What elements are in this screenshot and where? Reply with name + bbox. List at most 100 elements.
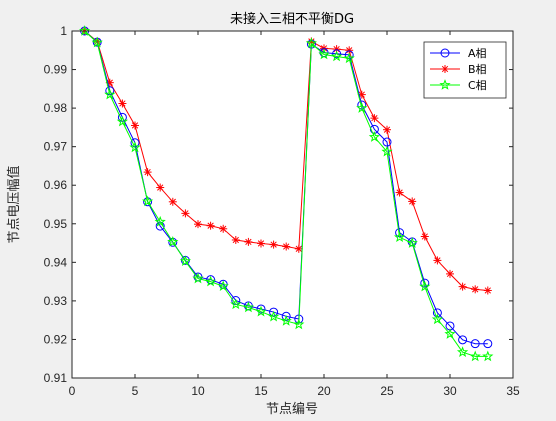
chart-title: 未接入三相不平衡DG	[230, 11, 354, 27]
legend-label: B相	[468, 63, 487, 76]
data-point	[446, 269, 454, 278]
data-point	[141, 195, 154, 207]
data-point	[483, 339, 493, 349]
data-point	[194, 220, 202, 229]
data-point	[370, 114, 379, 123]
data-point	[156, 183, 165, 192]
data-point	[231, 235, 240, 244]
plot-border	[71, 30, 514, 379]
legend-marker	[441, 65, 449, 73]
x-tick-label: 15	[254, 384, 268, 398]
series-2	[78, 25, 494, 362]
y-tick-label: 1	[60, 24, 67, 38]
data-point	[282, 242, 291, 251]
data-point	[458, 282, 467, 291]
x-tick-label: 35	[506, 384, 520, 398]
x-tick-label: 5	[132, 384, 139, 398]
data-point	[471, 285, 480, 294]
x-tick-label: 10	[191, 384, 205, 398]
data-point	[192, 272, 204, 284]
data-point	[469, 350, 481, 362]
data-point	[368, 131, 381, 142]
data-point	[444, 328, 456, 339]
data-point	[483, 286, 492, 295]
data-point	[269, 240, 278, 249]
data-point	[420, 232, 429, 241]
data-point	[383, 125, 391, 134]
data-point	[406, 237, 418, 248]
data-point	[154, 215, 166, 227]
y-tick-label: 0.98	[44, 101, 68, 115]
data-point	[293, 318, 305, 330]
data-point	[267, 310, 280, 322]
legend-label: A相	[468, 47, 487, 60]
data-point	[230, 298, 242, 310]
legend-marker	[439, 79, 451, 90]
legend-item: B相	[430, 63, 487, 76]
data-point	[78, 25, 91, 36]
data-point	[219, 224, 228, 233]
legend-label: C相	[468, 79, 487, 92]
data-point	[269, 307, 279, 317]
data-point	[393, 231, 406, 243]
y-tick-label: 0.93	[44, 294, 68, 308]
data-point	[91, 36, 103, 48]
data-point	[217, 280, 229, 292]
axis-ticks: 0 5 10 15 20 25 30 35 0.91 0.92 0.93 0.94 0.95 0.96 0.…	[44, 24, 520, 398]
data-point	[305, 37, 318, 49]
data-point	[395, 188, 404, 197]
data-point	[129, 141, 141, 153]
data-point	[118, 99, 127, 108]
data-point	[244, 237, 253, 246]
data-point	[419, 280, 431, 292]
data-point	[381, 145, 393, 157]
series-1	[80, 27, 492, 295]
data-point	[281, 311, 291, 321]
legend-item: C相	[430, 79, 487, 92]
data-point	[168, 197, 177, 206]
y-tick-label: 0.94	[44, 255, 68, 269]
data-point	[431, 313, 444, 325]
data-point	[167, 235, 179, 247]
data-point	[143, 168, 152, 177]
data-point	[330, 50, 343, 62]
data-point	[332, 49, 342, 59]
data-point	[104, 88, 116, 100]
legend-marker	[440, 48, 450, 58]
data-point	[458, 335, 468, 345]
data-point	[294, 244, 303, 253]
series-line	[84, 30, 488, 357]
x-tick-label: 0	[69, 384, 76, 398]
data-point	[356, 102, 368, 113]
data-point	[343, 52, 355, 64]
legend-box	[423, 41, 507, 99]
x-tick-label: 20	[317, 384, 331, 398]
data-point	[482, 350, 494, 362]
data-point	[408, 197, 417, 206]
data-point	[432, 308, 442, 318]
data-point	[456, 346, 469, 357]
data-point	[242, 301, 255, 313]
x-axis-label: 节点编号	[266, 402, 318, 417]
y-tick-label: 0.96	[44, 178, 68, 192]
data-point	[179, 255, 192, 266]
y-axis-label: 节点电压幅值	[6, 165, 22, 243]
x-tick-label: 30	[443, 384, 457, 398]
y-tick-label: 0.99	[44, 63, 68, 77]
data-point	[345, 46, 354, 55]
legend-item: A相	[430, 47, 487, 60]
data-point	[433, 256, 442, 265]
series-layer	[78, 25, 494, 362]
y-tick-label: 0.91	[44, 371, 68, 385]
legend: A相 B相 C相	[423, 41, 507, 99]
data-point	[131, 121, 139, 130]
data-point	[255, 305, 267, 317]
data-point	[318, 48, 330, 60]
data-point	[257, 239, 265, 248]
y-tick-label: 0.95	[44, 217, 68, 231]
data-point	[470, 339, 480, 349]
data-point	[206, 221, 215, 230]
data-point	[181, 209, 190, 218]
x-tick-label: 25	[380, 384, 394, 398]
